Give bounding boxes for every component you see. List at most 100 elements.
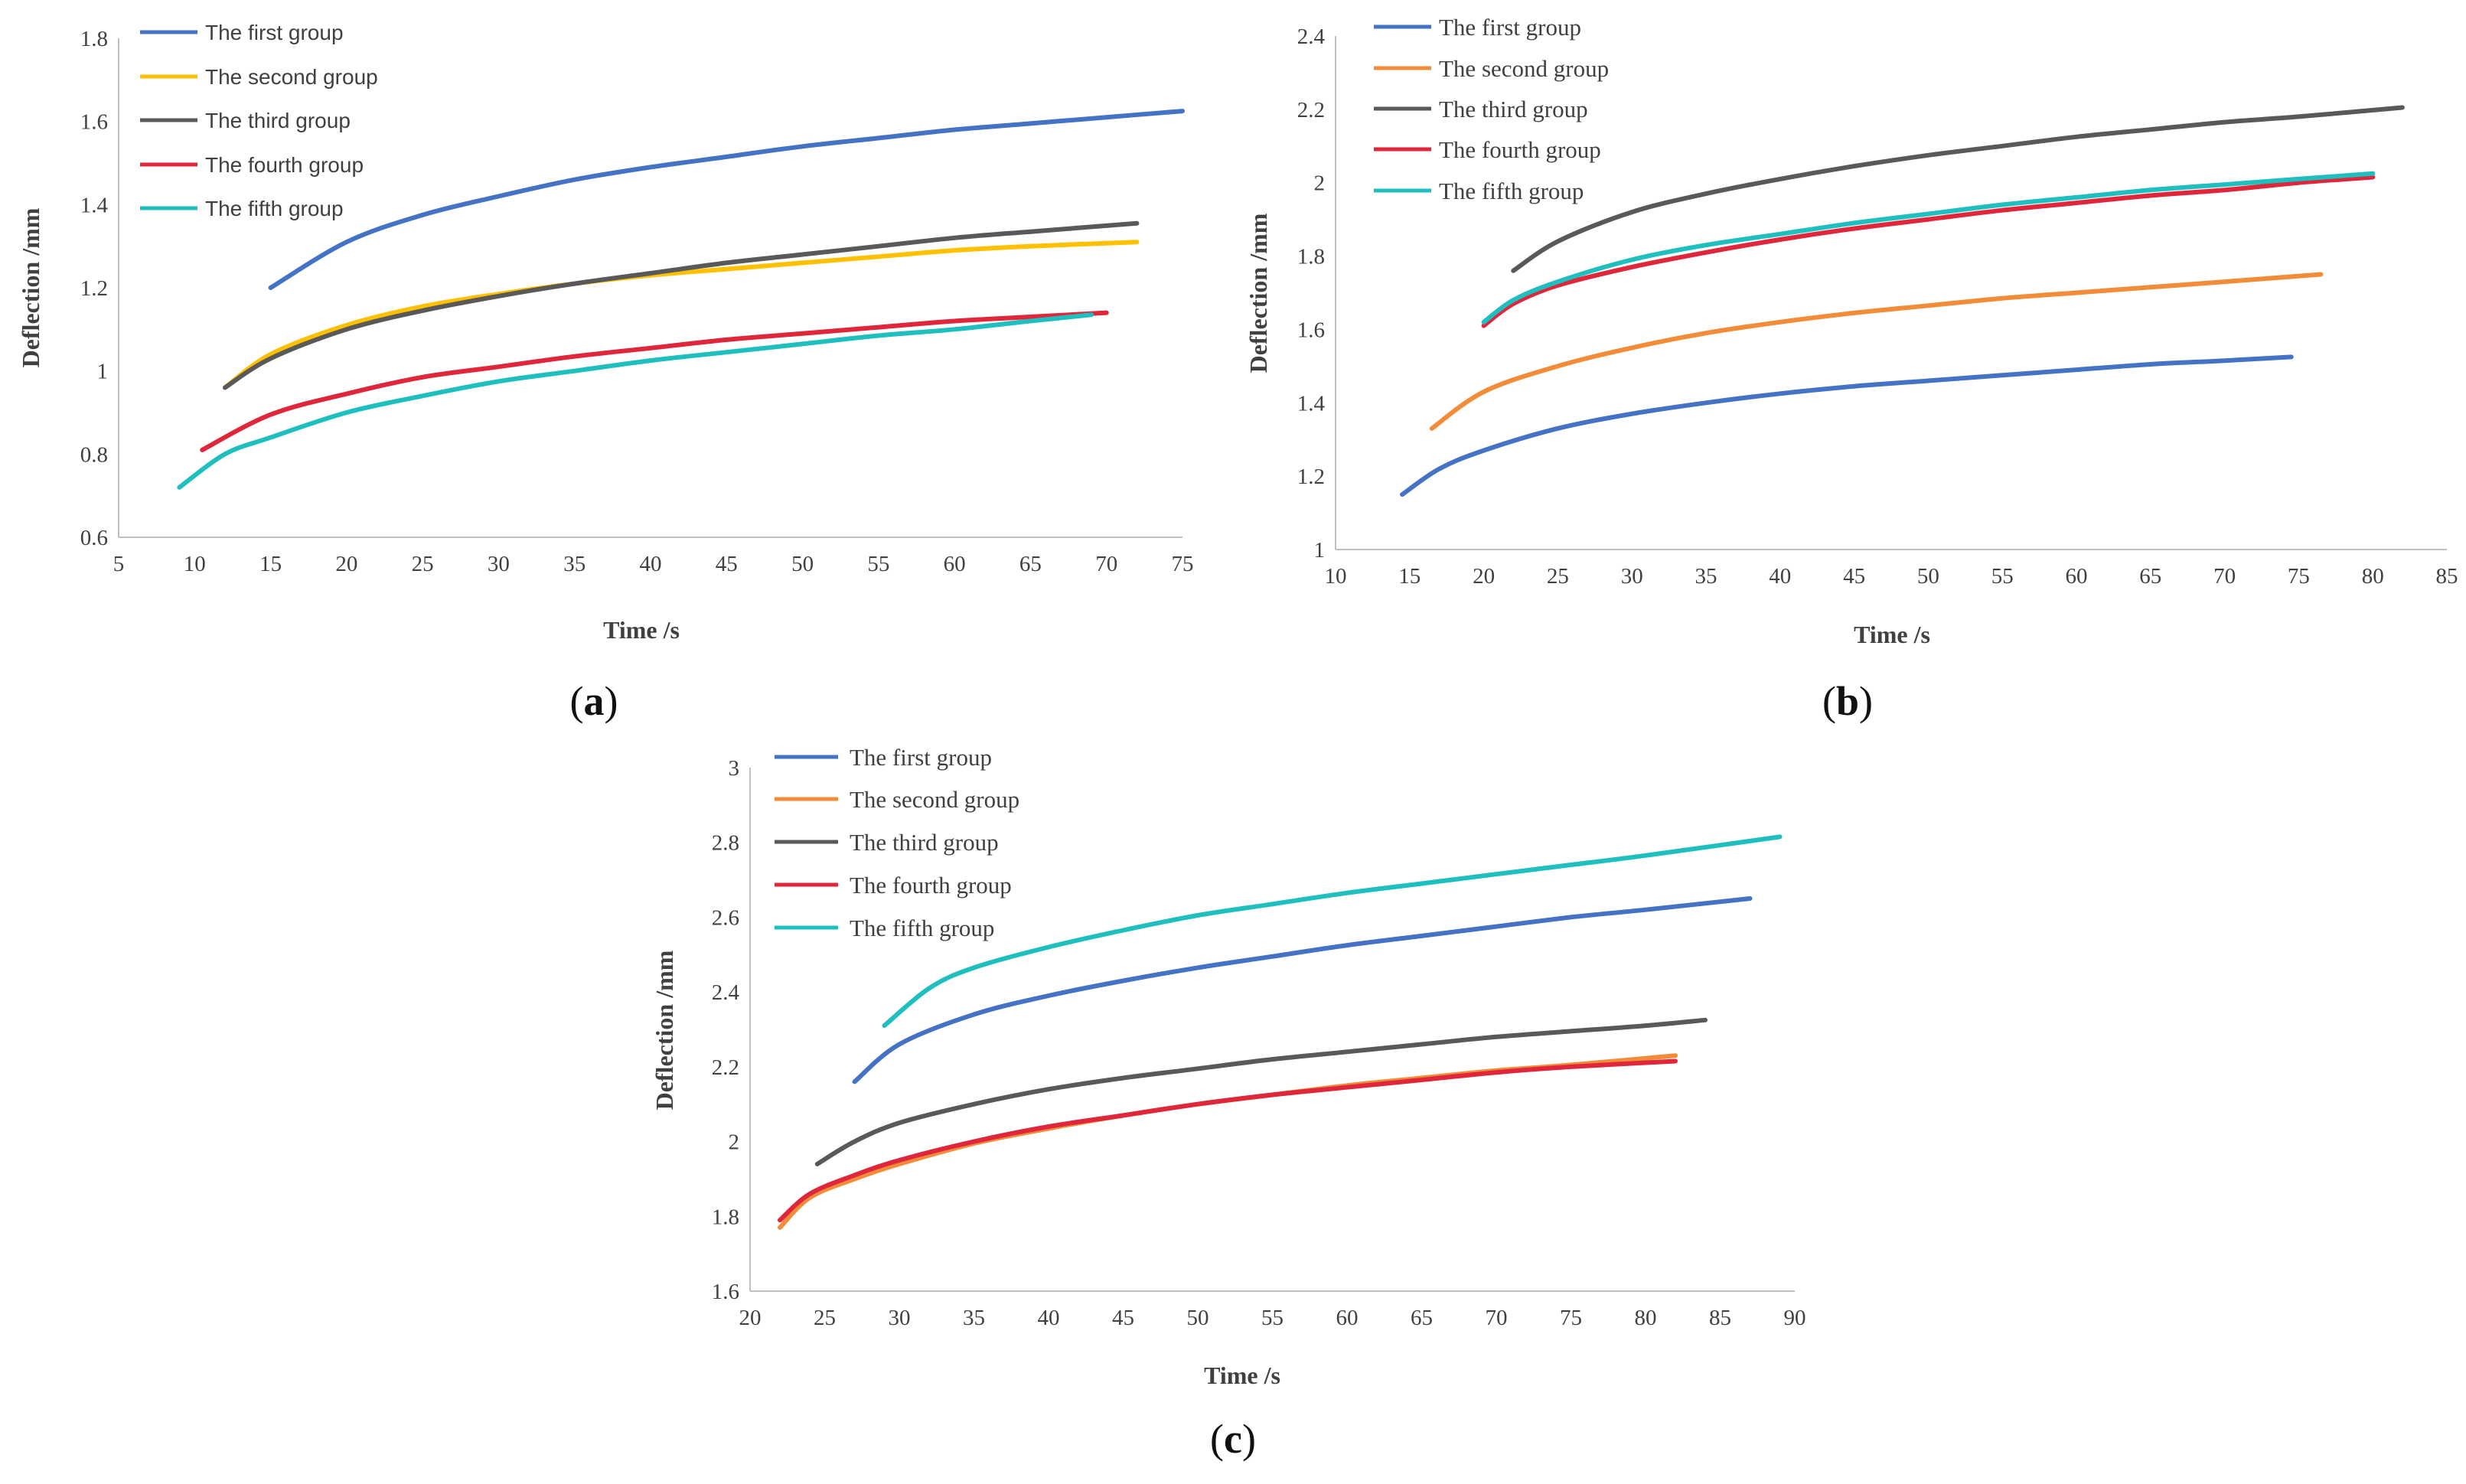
chart-b-y-tick-label: 1.8 xyxy=(1297,245,1325,269)
chart-c-y-tick-label: 2.6 xyxy=(712,905,739,930)
chart-c-series-line-3 xyxy=(814,1017,1708,1166)
chart-c-x-tick-label: 55 xyxy=(1261,1306,1284,1330)
chart-b-x-tick-label: 80 xyxy=(2362,564,2384,589)
chart-a-x-tick-label: 60 xyxy=(944,552,966,576)
chart-a-x-tick-label: 25 xyxy=(412,552,434,576)
chart-b-x-tick-label: 50 xyxy=(1917,564,1939,589)
chart-b-x-tick-label: 25 xyxy=(1547,564,1569,589)
chart-c-x-tick-label: 20 xyxy=(739,1306,762,1330)
chart-c-x-tick-label: 85 xyxy=(1709,1306,1731,1330)
chart-a-y-tick-label: 0.6 xyxy=(80,526,108,550)
chart-c-x-tick-label: 30 xyxy=(889,1306,911,1330)
chart-b-series-line-4 xyxy=(1481,174,2376,328)
chart-c-y-tick-label: 2.8 xyxy=(712,831,739,856)
chart-a: 5 10 15 20 25 30 35 40 45 50 55 60 65 70 75 0.6 0.8 1 1.2… xyxy=(17,21,1194,724)
chart-c-x-tick-label: 25 xyxy=(814,1306,836,1330)
chart-c-series-line-1 xyxy=(852,896,1753,1084)
panel-label-c: (c) xyxy=(1210,1416,1256,1462)
chart-b-x-tick-label: 35 xyxy=(1695,564,1717,589)
chart-a-x-tick-label: 40 xyxy=(640,552,662,576)
legend-label: The first group xyxy=(850,744,992,771)
chart-a-x-tick-label: 75 xyxy=(1172,552,1194,576)
chart-a-y-tick-label: 0.8 xyxy=(80,442,108,467)
chart-b-x-tick-label: 85 xyxy=(2436,564,2458,589)
chart-a-x-tick-label: 20 xyxy=(335,552,357,576)
chart-b-x-tick-label: 70 xyxy=(2213,564,2236,589)
chart-c-x-tick-label: 35 xyxy=(963,1306,985,1330)
chart-a-y-tick-label: 1.6 xyxy=(80,110,108,135)
chart-c-y-tick-label: 2 xyxy=(729,1130,740,1155)
legend-label: The fourth group xyxy=(1439,136,1601,163)
chart-b-series-line-2 xyxy=(1429,272,2324,431)
chart-c-x-tick-label: 45 xyxy=(1112,1306,1134,1330)
chart-c-y-tick-label: 3 xyxy=(729,756,740,781)
legend-label: The fifth group xyxy=(205,197,344,220)
chart-a-x-tick-label: 15 xyxy=(259,552,282,576)
chart-c-legend: The first group The second group The thi… xyxy=(775,744,1019,941)
chart-b-y-tick-label: 1.4 xyxy=(1297,391,1326,416)
legend-label: The second group xyxy=(850,786,1019,813)
chart-b-x-tick-label: 65 xyxy=(2139,564,2161,589)
legend-label: The first group xyxy=(1439,14,1581,41)
chart-b-x-tick-label: 30 xyxy=(1621,564,1643,589)
legend-label: The fifth group xyxy=(1439,178,1584,204)
chart-c-x-tick-label: 50 xyxy=(1187,1306,1209,1330)
chart-a-y-tick-label: 1.8 xyxy=(80,27,108,51)
legend-label: The second group xyxy=(205,65,378,89)
chart-c-series-line-5 xyxy=(882,834,1783,1029)
legend-label: The first group xyxy=(205,21,344,44)
chart-c-y-tick-label: 1.8 xyxy=(712,1205,739,1229)
chart-b-y-tick-label: 1 xyxy=(1314,538,1326,563)
chart-b-y-tick-label: 2 xyxy=(1314,171,1326,196)
chart-b-series-line-5 xyxy=(1481,171,2376,325)
chart-c-x-tick-label: 65 xyxy=(1411,1306,1433,1330)
legend-label: The fourth group xyxy=(205,153,364,177)
chart-c-x-tick-label: 75 xyxy=(1560,1306,1582,1330)
panel-label-a: (a) xyxy=(570,678,618,724)
chart-a-series-line-3 xyxy=(223,220,1140,390)
legend-label: The third group xyxy=(850,829,999,856)
chart-b-y-tick-label: 1.2 xyxy=(1297,465,1325,489)
chart-c-x-axis-title: Time /s xyxy=(1204,1362,1280,1389)
chart-a-x-tick-label: 55 xyxy=(867,552,889,576)
chart-a-x-tick-label: 30 xyxy=(488,552,510,576)
chart-b-x-tick-label: 60 xyxy=(2066,564,2088,589)
chart-a-y-tick-label: 1.2 xyxy=(80,276,108,301)
chart-b-series-line-1 xyxy=(1400,354,2294,497)
chart-c-y-tick-label: 2.2 xyxy=(712,1055,739,1080)
chart-b: 10 15 20 25 30 35 40 45 50 55 60 65 70 75 80 85 1 1.2 1.4… xyxy=(1244,14,2458,724)
chart-b-series-line-3 xyxy=(1511,105,2405,273)
chart-c-series-line-4 xyxy=(778,1058,1678,1223)
chart-a-y-tick-label: 1 xyxy=(97,360,109,384)
chart-a-series-line-5 xyxy=(177,312,1094,490)
legend-label: The third group xyxy=(1439,96,1588,122)
chart-b-x-tick-label: 75 xyxy=(2288,564,2310,589)
chart-a-x-tick-label: 65 xyxy=(1019,552,1042,576)
chart-c-y-tick-label: 1.6 xyxy=(712,1280,739,1304)
legend-label: The fourth group xyxy=(850,872,1012,899)
chart-c-x-tick-label: 70 xyxy=(1486,1306,1508,1330)
chart-b-y-axis-title: Deflection /mm xyxy=(1244,213,1272,373)
chart-c-x-tick-label: 40 xyxy=(1038,1306,1060,1330)
chart-b-legend: The first group The second group The thi… xyxy=(1374,14,1609,204)
chart-a-x-tick-label: 5 xyxy=(113,552,125,576)
chart-c-y-axis-title: Deflection /mm xyxy=(651,950,678,1110)
chart-c-x-tick-label: 90 xyxy=(1784,1306,1806,1330)
legend-label: The fifth group xyxy=(850,915,994,941)
chart-a-x-tick-label: 35 xyxy=(563,552,586,576)
chart-b-x-tick-label: 40 xyxy=(1769,564,1791,589)
legend-label: The second group xyxy=(1439,55,1609,82)
chart-a-x-tick-label: 70 xyxy=(1095,552,1117,576)
chart-a-x-tick-label: 50 xyxy=(791,552,814,576)
chart-b-x-axis-title: Time /s xyxy=(1854,621,1930,648)
chart-b-x-tick-label: 10 xyxy=(1325,564,1347,589)
chart-a-legend: The first group The second group The thi… xyxy=(140,21,378,220)
chart-a-x-tick-label: 45 xyxy=(716,552,738,576)
chart-b-y-tick-label: 1.6 xyxy=(1297,318,1325,342)
chart-c-y-tick-label: 2.4 xyxy=(712,980,740,1005)
chart-a-series-line-1 xyxy=(268,109,1185,290)
chart-c-x-tick-label: 60 xyxy=(1336,1306,1359,1330)
chart-a-series-line-2 xyxy=(223,240,1140,390)
chart-a-x-axis-title: Time /s xyxy=(603,616,680,644)
